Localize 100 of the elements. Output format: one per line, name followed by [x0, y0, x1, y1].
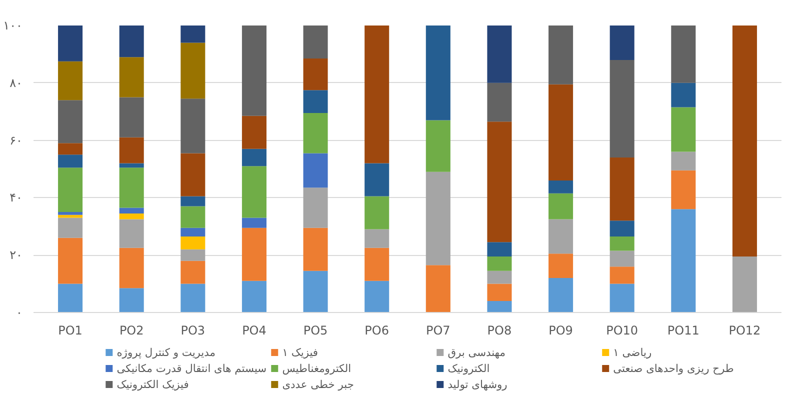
bar	[180, 153, 206, 196]
bar	[119, 208, 144, 214]
bar	[487, 301, 512, 312]
x-tick-label: PO4	[242, 324, 266, 338]
x-tick-label: PO6	[364, 324, 390, 338]
bar	[303, 90, 328, 114]
bar	[732, 26, 757, 257]
bar	[180, 98, 206, 154]
bar	[119, 288, 144, 312]
legend-label: الکترونیک	[448, 362, 490, 375]
legend-label: ریاضی ۱	[613, 346, 652, 359]
bar	[242, 218, 266, 228]
bar	[671, 152, 696, 170]
bar	[119, 163, 144, 168]
bar	[58, 100, 83, 144]
y-tick-label: ۲۰	[10, 248, 22, 262]
bar	[610, 60, 634, 158]
bar	[242, 280, 266, 312]
x-tick-label: PO11	[667, 324, 700, 338]
bar	[364, 163, 390, 196]
bar	[487, 82, 512, 122]
y-tick-label: ۸۰	[10, 76, 22, 90]
bar	[58, 214, 83, 218]
bar	[732, 256, 757, 312]
bar	[548, 84, 574, 180]
bar	[58, 61, 83, 100]
bar	[303, 270, 328, 312]
x-tick-label: PO9	[548, 324, 573, 338]
x-tick-label: PO1	[58, 324, 82, 338]
bar	[242, 148, 266, 166]
bar	[610, 26, 634, 60]
bar	[548, 278, 574, 312]
y-tick-label: ۶۰	[10, 133, 22, 148]
bar	[487, 284, 512, 302]
bar	[180, 196, 206, 206]
bar	[303, 113, 328, 154]
bar	[58, 143, 83, 155]
bar	[303, 26, 328, 59]
bar	[119, 168, 144, 208]
bar	[610, 250, 634, 267]
bar	[487, 242, 512, 257]
bar	[242, 116, 266, 149]
bar	[180, 206, 206, 228]
bar	[58, 154, 83, 168]
bar	[303, 58, 328, 90]
bar	[303, 228, 328, 271]
bar	[610, 220, 634, 236]
bar	[303, 188, 328, 228]
bar	[58, 218, 83, 238]
bar	[58, 284, 83, 312]
bar	[119, 213, 144, 220]
bar	[119, 26, 144, 58]
bar	[610, 266, 634, 284]
legend-label: مهندسی برق	[448, 346, 506, 359]
legend-label: روشهای تولید	[448, 378, 508, 391]
bar	[364, 229, 390, 248]
y-tick-label: ۱۰۰	[3, 18, 23, 32]
bar	[364, 196, 390, 230]
bar	[119, 137, 144, 164]
bar	[426, 172, 450, 266]
bar	[671, 170, 696, 210]
bar	[671, 209, 696, 312]
y-tick-label: ۰	[16, 306, 23, 320]
bar	[671, 107, 696, 152]
legend-label: سیستم های انتقال قدرت مکانیکی	[116, 362, 267, 375]
bar	[242, 26, 266, 116]
bar	[487, 270, 512, 284]
x-tick-label: PO2	[119, 324, 144, 338]
bar	[487, 26, 512, 83]
legend-label: جبر خطی عددی	[282, 378, 354, 391]
bar	[548, 193, 574, 220]
bar	[58, 212, 83, 215]
bar	[671, 26, 696, 83]
bar	[58, 26, 83, 62]
bar	[119, 97, 144, 138]
x-tick-label: PO12	[728, 324, 761, 338]
legend-label: فیزیک ۱	[282, 346, 318, 359]
bar	[303, 153, 328, 188]
bar	[364, 248, 390, 281]
bar	[119, 248, 144, 288]
bar	[180, 236, 206, 250]
bar	[58, 238, 83, 284]
x-tick-label: PO10	[606, 324, 638, 338]
bar	[364, 280, 390, 312]
x-tick-label: PO8	[487, 324, 512, 338]
bar	[58, 168, 83, 212]
legend-label: الکترومغناطیس	[282, 362, 352, 375]
bar	[119, 219, 144, 248]
bar	[180, 228, 206, 236]
bar	[180, 260, 206, 284]
bar	[180, 284, 206, 312]
bar	[548, 254, 574, 278]
bar	[548, 26, 574, 84]
bar	[364, 26, 390, 164]
bar	[180, 249, 206, 261]
bar	[610, 284, 634, 312]
bar	[548, 180, 574, 194]
x-tick-label: PO7	[426, 324, 450, 338]
bar	[242, 166, 266, 218]
bar	[242, 228, 266, 281]
